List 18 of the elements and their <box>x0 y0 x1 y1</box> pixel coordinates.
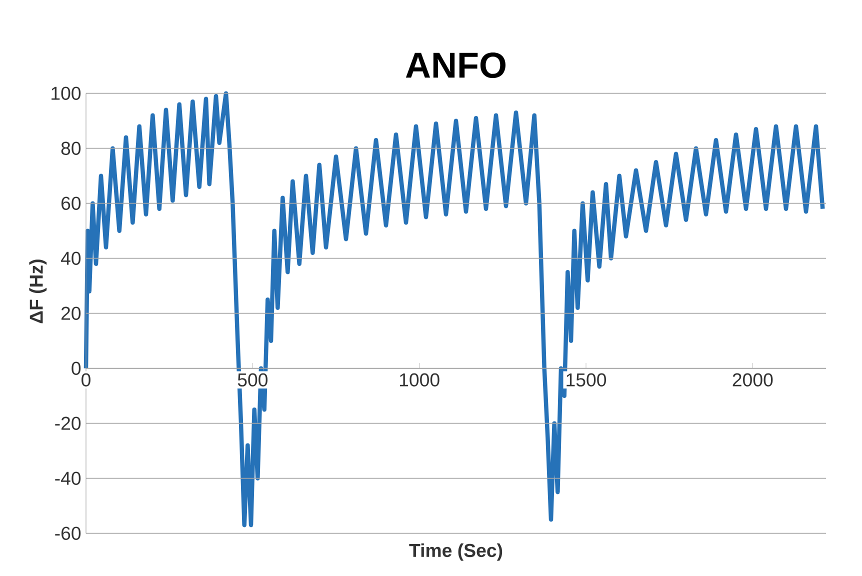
line-series <box>84 91 825 528</box>
y-tick-label: -20 <box>55 416 81 430</box>
x-tick-label: 500 <box>238 373 268 386</box>
y-tick-label: 20 <box>61 306 81 320</box>
x-tick-label: 2000 <box>732 373 773 386</box>
x-tick-label: 1000 <box>400 373 440 386</box>
chart-title: ANFO <box>406 52 506 78</box>
y-tick-label: 60 <box>62 196 81 210</box>
x-tick-label: 1500 <box>566 373 606 386</box>
y-axis-title: ΔF (Hz) <box>29 260 47 324</box>
y-tick-label: 80 <box>61 142 81 155</box>
y-tick-label: 40 <box>60 252 81 265</box>
y-tick-label: 0 <box>72 362 81 375</box>
x-tick-label: 0 <box>82 373 90 386</box>
y-tick-label: -60 <box>55 526 81 540</box>
x-axis-title: Time (Sec) <box>409 543 502 561</box>
y-tick-label: -40 <box>55 472 81 485</box>
y-tick-label: 100 <box>52 86 81 100</box>
